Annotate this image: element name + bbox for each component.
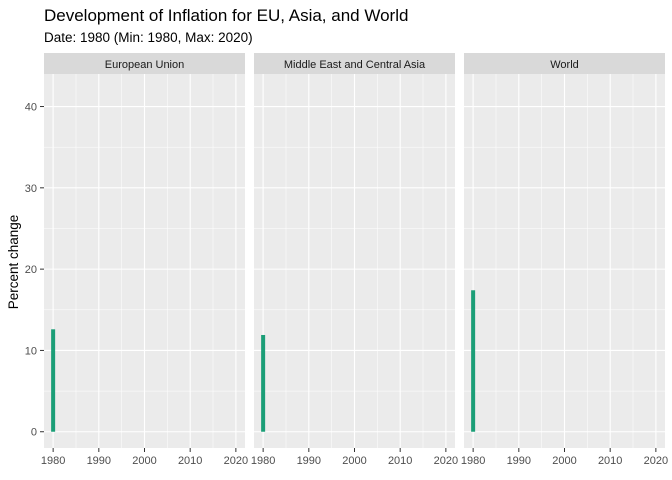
bar (261, 334, 266, 432)
x-tick-label: 2010 (178, 455, 202, 467)
x-tick-label: 1980 (461, 455, 485, 467)
bar (471, 290, 476, 432)
chart-title: Development of Inflation for EU, Asia, a… (44, 6, 408, 25)
facet-panel: Middle East and Central Asia 1980 1990 2000… (251, 53, 458, 467)
x-tick-label: 2020 (644, 455, 668, 467)
x-tick-label: 2010 (598, 455, 622, 467)
x-tick-label: 2020 (434, 455, 458, 467)
y-tick-label: 20 (25, 264, 37, 276)
x-tick-label: 1990 (297, 455, 321, 467)
x-tick-label: 2010 (388, 455, 412, 467)
y-axis-title: Percent change (6, 215, 21, 310)
x-tick-label: 2020 (224, 455, 248, 467)
x-tick-label: 1990 (507, 455, 531, 467)
chart-subtitle: Date: 1980 (Min: 1980, Max: 2020) (44, 30, 253, 45)
y-axis: 0 10 20 30 40 (25, 102, 44, 439)
facet-strip (44, 53, 245, 74)
x-tick-label: 2000 (342, 455, 366, 467)
x-tick-label: 2000 (132, 455, 156, 467)
y-tick-label: 10 (25, 345, 37, 357)
facet-strip (254, 53, 455, 74)
x-tick-label: 1980 (251, 455, 275, 467)
facet-panel: World 1980 1990 2000 2010 2020 (461, 53, 668, 467)
x-tick-label: 1980 (41, 455, 65, 467)
x-tick-label: 1990 (87, 455, 111, 467)
facet-strip-label: Middle East and Central Asia (284, 59, 426, 71)
facet-strip-label: World (550, 59, 579, 71)
facet-panel: European Union 1980 1990 2000 2010 2020 (41, 53, 248, 467)
x-tick-label: 2000 (552, 455, 576, 467)
bar (51, 329, 56, 432)
y-tick-label: 40 (25, 102, 37, 114)
facet-strip (464, 53, 665, 74)
y-tick-label: 0 (31, 427, 37, 439)
facet-strip-label: European Union (105, 59, 185, 71)
y-tick-label: 30 (25, 183, 37, 195)
